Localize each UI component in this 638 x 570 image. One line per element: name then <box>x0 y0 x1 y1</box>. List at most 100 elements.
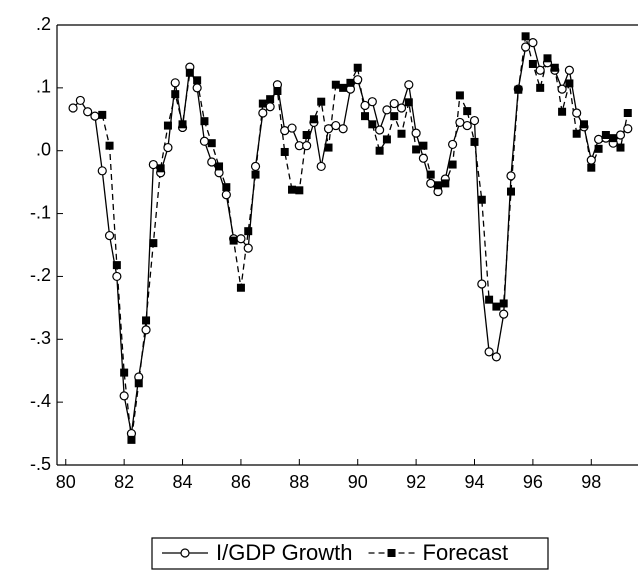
square-marker <box>120 368 129 377</box>
y-tick-label: -.1 <box>30 202 51 222</box>
square-marker <box>579 120 588 129</box>
square-marker <box>536 83 545 92</box>
square-marker <box>434 181 443 190</box>
square-marker <box>412 145 421 154</box>
circle-marker <box>236 234 246 244</box>
circle-marker <box>97 166 107 176</box>
square-marker <box>550 63 559 72</box>
square-marker <box>324 143 333 152</box>
series-line <box>72 41 629 434</box>
square-marker <box>207 139 216 148</box>
square-marker <box>185 68 194 77</box>
square-marker <box>448 160 457 169</box>
square-marker <box>521 32 530 41</box>
circle-marker <box>491 352 501 362</box>
square-marker <box>127 435 136 444</box>
x-tick-label: 82 <box>114 472 134 492</box>
square-marker <box>499 299 508 308</box>
circle-marker <box>572 108 582 118</box>
circle-marker <box>207 157 217 167</box>
square-marker <box>368 120 377 129</box>
square-marker <box>251 170 260 179</box>
square-marker <box>273 87 282 95</box>
legend-label: Forecast <box>423 540 509 565</box>
x-tick-label: 84 <box>173 472 193 492</box>
legend-label: I/GDP Growth <box>216 540 353 565</box>
circle-marker <box>170 78 180 88</box>
square-marker <box>215 162 224 171</box>
square-marker <box>404 98 413 107</box>
square-marker <box>244 227 253 236</box>
square-marker <box>543 54 552 63</box>
circle-marker <box>418 153 429 163</box>
square-marker <box>149 239 158 248</box>
circle-marker <box>382 105 392 115</box>
square-marker <box>587 163 596 172</box>
square-marker <box>339 83 348 92</box>
y-tick-label: .2 <box>36 14 51 34</box>
square-marker <box>193 76 202 85</box>
y-tick-label: -.2 <box>30 265 51 285</box>
circle-marker <box>163 142 173 153</box>
circle-marker <box>477 279 487 289</box>
y-tick-label: .1 <box>36 77 51 97</box>
square-marker <box>558 107 567 116</box>
y-tick-label: -.3 <box>30 328 51 348</box>
square-marker <box>485 295 494 304</box>
square-marker <box>387 549 396 557</box>
x-tick-label: 96 <box>523 472 543 492</box>
square-marker <box>382 135 391 144</box>
square-marker <box>390 112 399 121</box>
square-marker <box>258 99 267 108</box>
square-marker <box>594 144 603 153</box>
square-marker <box>200 117 209 126</box>
square-marker <box>565 79 574 88</box>
circle-marker <box>68 103 78 113</box>
circle-marker <box>396 103 407 113</box>
square-marker <box>98 110 107 119</box>
circle-marker <box>316 161 326 172</box>
legend-box <box>151 537 549 570</box>
square-marker <box>353 63 362 72</box>
square-marker <box>419 141 428 150</box>
circle-marker <box>557 84 567 94</box>
square-marker <box>375 146 384 155</box>
square-marker <box>470 137 479 146</box>
y-tick-label: .0 <box>36 139 51 159</box>
square-marker <box>302 131 311 139</box>
square-marker <box>397 129 406 138</box>
circle-marker <box>112 271 122 282</box>
square-marker <box>309 115 318 124</box>
circle-marker <box>389 98 399 109</box>
square-marker <box>105 141 114 150</box>
circle-marker <box>404 80 414 90</box>
square-marker <box>236 283 245 292</box>
circle-marker <box>462 120 472 131</box>
square-marker <box>506 187 515 196</box>
circle-marker <box>528 37 538 48</box>
circle-marker <box>75 95 85 106</box>
circle-marker <box>258 108 268 118</box>
square-marker <box>601 131 610 139</box>
square-marker <box>441 179 450 188</box>
x-tick-label: 88 <box>289 472 309 492</box>
square-marker <box>171 90 180 99</box>
square-marker <box>266 95 275 104</box>
x-tick-label: 92 <box>406 472 426 492</box>
circle-marker <box>353 75 363 85</box>
x-tick-label: 94 <box>464 472 484 492</box>
circle-marker <box>593 134 604 144</box>
square-marker <box>426 170 435 179</box>
circle-marker <box>535 65 545 75</box>
circle-marker <box>243 243 253 253</box>
square-marker <box>156 164 165 173</box>
circle-marker <box>141 325 151 335</box>
square-marker <box>163 121 172 130</box>
square-marker <box>295 186 304 195</box>
circle-marker <box>499 309 509 319</box>
circle-marker <box>104 230 115 241</box>
circle-marker <box>520 42 531 52</box>
square-marker <box>361 112 370 121</box>
